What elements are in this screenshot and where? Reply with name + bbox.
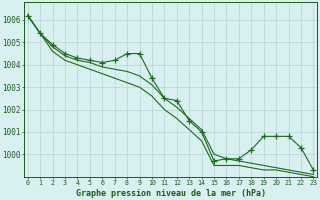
X-axis label: Graphe pression niveau de la mer (hPa): Graphe pression niveau de la mer (hPa) xyxy=(76,189,266,198)
